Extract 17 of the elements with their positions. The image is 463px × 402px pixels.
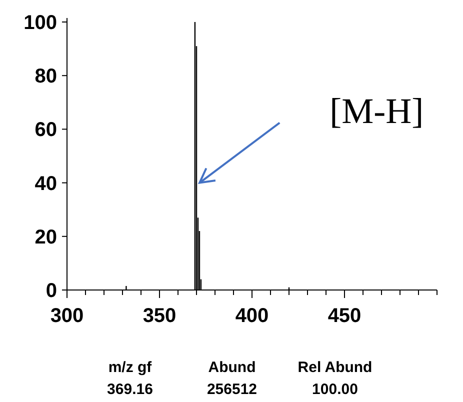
text: Rel Abund: [298, 359, 372, 376]
y-tick-label: 60: [34, 119, 57, 142]
y-tick-label: 80: [34, 66, 57, 88]
x-tick-label: 350: [142, 305, 176, 327]
text: 256512: [206, 381, 258, 398]
annotation: [M-H]: [330, 90, 424, 131]
y-tick-label: 0: [46, 280, 57, 302]
x-tick-label: 400: [235, 305, 269, 327]
y-tick-label: 100: [24, 12, 57, 34]
text: 369.16: [107, 381, 153, 398]
x-tick-label: 450: [328, 305, 362, 327]
text: 100.00: [312, 381, 358, 398]
y-tick-label: 40: [34, 172, 57, 195]
y-tick-label: 20: [34, 226, 57, 248]
text: m/z gf: [108, 359, 153, 376]
x-tick-label: 300: [50, 305, 84, 327]
text: Abund: [208, 359, 256, 376]
